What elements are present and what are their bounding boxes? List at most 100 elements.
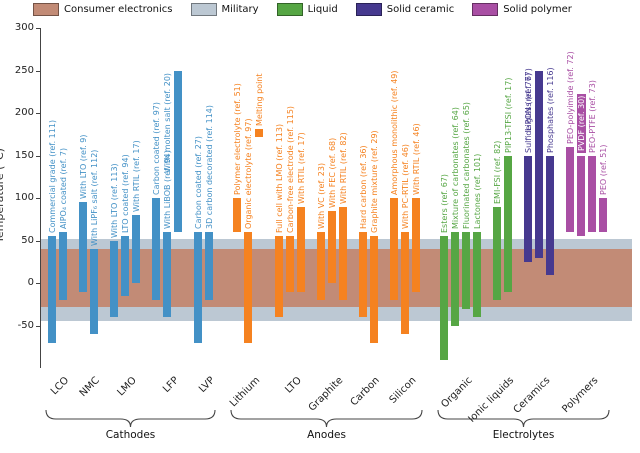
y-tick-mark — [36, 198, 41, 199]
y-tick-label: 200 — [14, 107, 34, 118]
bar-label: Fluorinated carbonates (ref. 65) — [461, 101, 471, 229]
range-bar — [110, 240, 118, 317]
axis-group-label: Silicon — [387, 375, 419, 406]
range-bar — [286, 236, 294, 292]
bar-label: Polymer electrolyte (ref. 51) — [232, 83, 242, 195]
range-bar — [440, 236, 448, 360]
range-bar — [473, 232, 481, 317]
bar-label: LTO coated (ref. 94) — [120, 154, 130, 234]
bar-label: With FEC (ref. 68) — [327, 137, 337, 208]
bar-label: With molten salt (ref. 20) — [163, 72, 172, 173]
axis-group-label: LVP — [197, 375, 218, 396]
range-bar — [577, 155, 585, 237]
range-bar — [132, 215, 140, 283]
range-bar — [205, 232, 213, 300]
legend-item: Consumer electronics — [33, 3, 173, 16]
range-bar — [504, 155, 512, 292]
bar-label: Organic electrolyte (ref. 97) — [243, 118, 253, 229]
legend-label: Liquid — [307, 4, 338, 15]
axis-group-label: Organic — [438, 375, 475, 411]
range-bar — [588, 155, 596, 232]
range-bar — [370, 236, 378, 343]
bar-label: PVDF (ref. 30) — [576, 93, 586, 153]
bar-label: Melting point — [254, 73, 264, 127]
range-bar — [524, 155, 532, 262]
bar-label: Phosphates (ref. 116) — [545, 66, 555, 153]
bar-label: Commercial grade (ref. 111) — [47, 120, 57, 234]
bar-label: Carbon-free electrode (ref. 115) — [285, 106, 295, 234]
axis-group-label: Polymers — [560, 375, 601, 416]
bar-label: With VC (ref. 23) — [316, 162, 326, 229]
range-bar — [566, 147, 574, 232]
range-bar — [275, 236, 283, 317]
bar-label: With RTIL (ref. 17) — [296, 131, 306, 204]
legend-swatch — [276, 3, 303, 16]
axis-group-label: Ceramics — [512, 375, 553, 416]
bar-label: Lactones (ref. 101) — [472, 153, 482, 229]
y-tick-label: -50 — [17, 319, 34, 331]
range-bar — [317, 232, 325, 300]
section-label: Cathodes — [105, 429, 156, 441]
range-bar — [390, 198, 398, 300]
range-bar — [535, 70, 543, 258]
range-bar — [401, 232, 409, 334]
bar-label: Hard carbon (ref. 36) — [358, 145, 368, 229]
range-bar — [339, 206, 347, 300]
range-bar — [194, 232, 202, 343]
axis-group-label: LMO — [115, 375, 139, 399]
bar-label: With LTO (ref. 113) — [109, 162, 119, 238]
y-tick-mark — [36, 325, 41, 327]
range-bar — [297, 206, 305, 292]
legend-label: Solid ceramic — [386, 4, 455, 15]
axis-group-label: LTO — [283, 375, 304, 396]
range-bar — [493, 206, 501, 300]
range-bar — [451, 232, 459, 326]
range-bar — [244, 232, 252, 343]
section-brace — [45, 409, 216, 428]
bar-label: Graphite mixture (ref. 29) — [369, 130, 379, 234]
y-tick-label: 100 — [14, 192, 34, 203]
axis-group-label: NMC — [78, 375, 103, 400]
bar-label: Carbon coated (ref. 97) — [151, 101, 161, 195]
range-bar — [90, 249, 98, 334]
bar-label: With RTIL (ref. 46) — [411, 123, 421, 195]
band-consumer-electronics — [41, 249, 632, 307]
bar-label: PEO-PTFE (ref. 73) — [587, 79, 597, 153]
bar-label: PEO (ref. 51) — [598, 144, 608, 196]
range-bar — [412, 198, 420, 292]
bar-label: Full cell with LMO (ref. 113) — [274, 124, 284, 234]
legend-swatch — [355, 3, 382, 16]
y-tick-label: 0 — [27, 277, 34, 288]
axis-group-label: LCO — [49, 375, 72, 398]
y-tick-mark — [36, 113, 41, 114]
legend-swatch — [190, 3, 217, 16]
y-tick-label: 250 — [14, 64, 34, 76]
legend: Consumer electronics Military Liquid Solid … — [33, 3, 572, 16]
range-bar — [462, 232, 470, 309]
bar-label: 3D carbon decorated (ref. 114) — [204, 105, 214, 229]
bar-label: Amorphous monolithic (ref. 49) — [389, 70, 399, 195]
range-bar — [174, 70, 182, 232]
legend-swatch — [472, 3, 499, 16]
range-bar — [328, 210, 336, 283]
bar-label: With PC-RTIL (ref. 46) — [400, 143, 410, 229]
bar-label: With RTIL (ref. 82) — [338, 131, 348, 204]
section-label: Electrolytes — [492, 429, 555, 441]
range-bar — [546, 155, 554, 275]
range-bar — [163, 232, 171, 317]
legend-label: Solid polymer — [503, 4, 572, 15]
legend-item: Solid polymer — [472, 3, 572, 16]
bar-label: PIP13-TFSI (ref. 17) — [503, 77, 513, 153]
legend-item: Liquid — [276, 3, 338, 16]
y-tick-label: 300 — [14, 22, 34, 33]
section-label: Anodes — [307, 429, 346, 441]
bar-label: PEO-polyimide (ref. 72) — [565, 51, 575, 144]
bar-label: With LiPF₆ salt (ref. 112) — [89, 149, 99, 246]
bar-label: Esters (ref. 67) — [439, 174, 449, 234]
range-bar — [233, 198, 241, 232]
y-tick-label: 150 — [14, 149, 34, 161]
legend-label: Consumer electronics — [64, 4, 173, 15]
axis-group-label: LFP — [160, 375, 181, 396]
bar-label: AlPO₄ coated (ref. 7) — [58, 147, 68, 229]
